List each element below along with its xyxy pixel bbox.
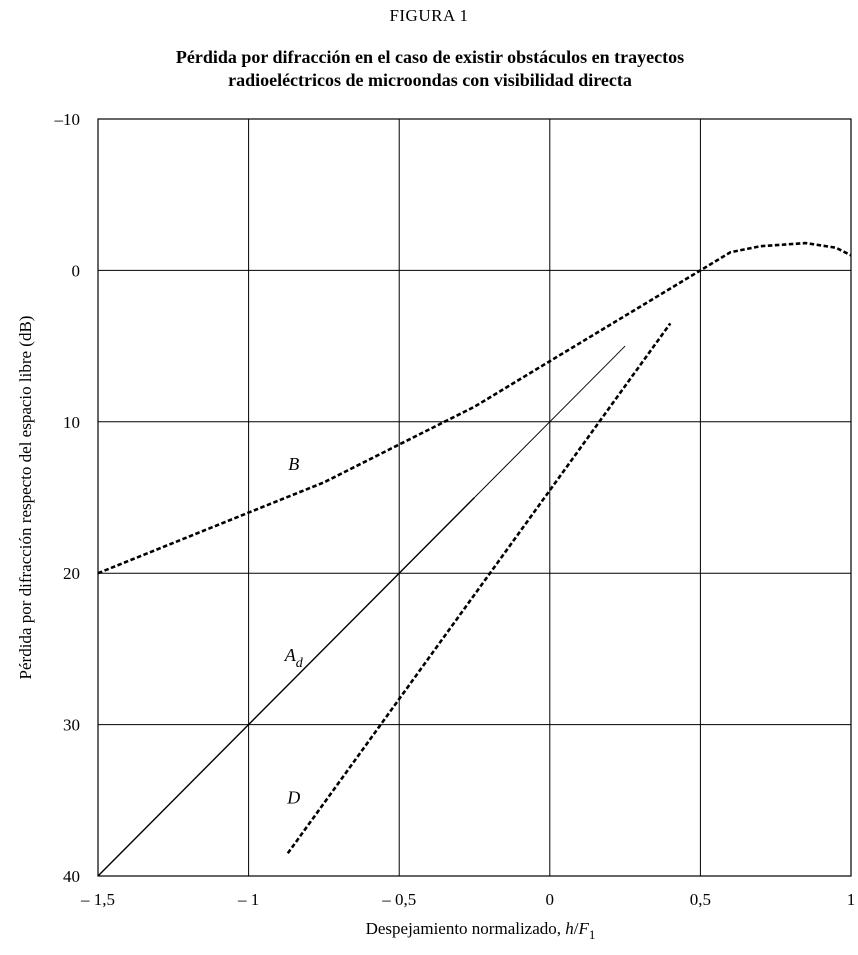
chart-title-line-1: Pérdida por difracción en el caso de exi… (175, 47, 685, 67)
series-line-2 (474, 345, 626, 498)
grid (98, 119, 851, 876)
tick-labels: – 1,5 – 1 – 0,5 0 0,5 1 –10 0 10 20 30 40 (54, 110, 856, 909)
y-tick-label: 0 (72, 261, 81, 280)
x-tick-label: 1 (847, 890, 856, 909)
series-label: B (288, 454, 299, 474)
y-tick-label: 20 (63, 564, 80, 583)
plot-frame (97, 118, 852, 877)
x-tick-label: – 1 (237, 890, 259, 909)
y-tick-label: –10 (54, 110, 81, 129)
y-tick-label: 10 (63, 413, 80, 432)
series-label: D (286, 787, 300, 807)
series-label: Ad (284, 645, 304, 671)
series-line-3 (286, 322, 672, 855)
x-tick-label: – 0,5 (381, 890, 416, 909)
x-tick-label: 0 (546, 890, 555, 909)
x-tick-label: – 1,5 (80, 890, 115, 909)
y-axis-title: Pérdida por difracción respecto del espa… (16, 316, 35, 680)
series-line-1 (97, 497, 475, 877)
x-tick-label: 0,5 (690, 890, 711, 909)
chart-title-line-2: radioeléctricos de microondas con visibi… (228, 70, 632, 90)
series-line-0 (97, 241, 852, 575)
y-tick-label: 40 (63, 867, 80, 886)
series-labels: B Ad D (284, 454, 304, 807)
figure-label: FIGURA 1 (389, 6, 469, 25)
y-tick-label: 30 (63, 716, 80, 735)
chart-title: Pérdida por difracción en el caso de exi… (80, 46, 780, 92)
series-layer (97, 241, 852, 877)
x-axis-title: Despejamiento normalizado, h/F1 (366, 919, 596, 942)
